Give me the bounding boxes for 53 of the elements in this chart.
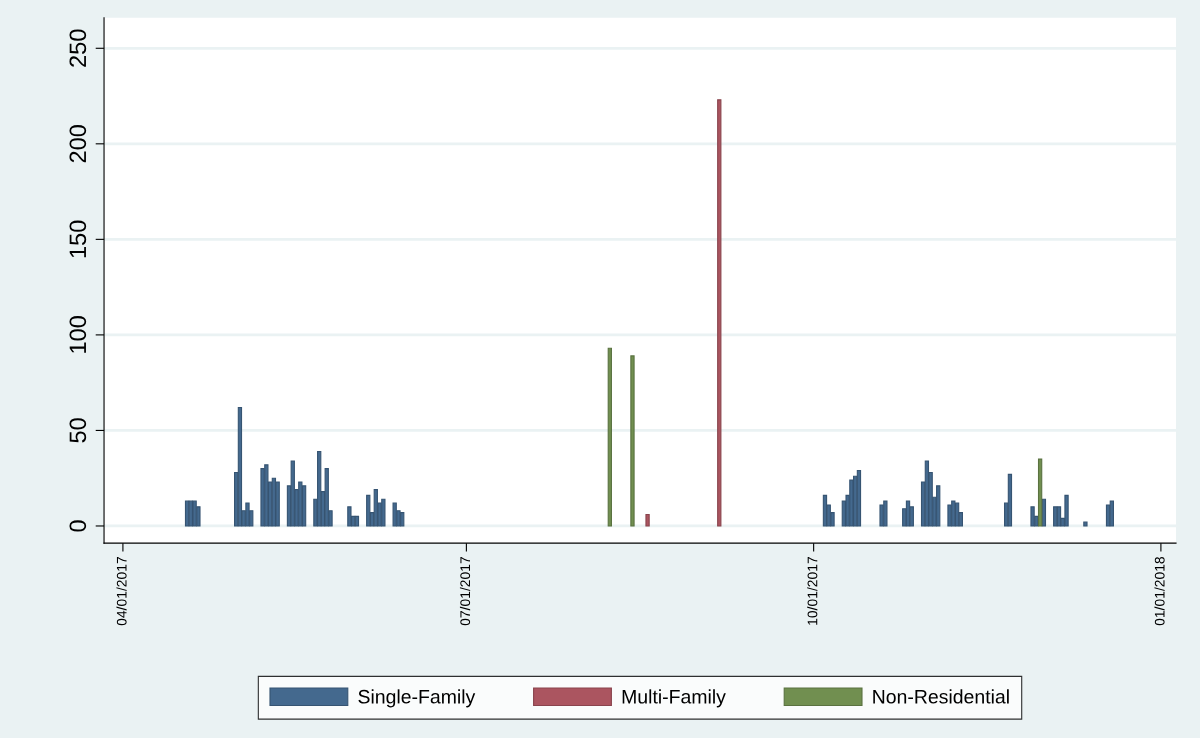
bar	[275, 481, 280, 527]
y-tick-label: 50	[69, 418, 87, 443]
bar	[1056, 506, 1062, 527]
bar	[298, 481, 303, 527]
bar	[1064, 494, 1069, 527]
bar	[1037, 458, 1043, 527]
bar	[366, 494, 371, 527]
x-tick-label: 04/01/2017	[116, 557, 127, 626]
bar	[936, 485, 941, 527]
bar	[381, 498, 386, 527]
bar	[347, 506, 352, 527]
bar	[1030, 506, 1035, 527]
y-tick-label: 200	[69, 125, 87, 163]
bar	[1109, 500, 1114, 527]
bar	[260, 468, 265, 527]
y-tick-label: 0	[69, 520, 87, 532]
bar	[951, 500, 956, 527]
bar	[717, 99, 722, 527]
bar	[905, 500, 911, 527]
bar	[392, 502, 397, 527]
bar	[607, 347, 612, 527]
bar	[192, 500, 197, 527]
bar	[324, 468, 329, 527]
bar	[184, 500, 190, 527]
bar	[883, 500, 888, 527]
y-tick-label: 150	[69, 220, 87, 258]
bar	[856, 470, 862, 527]
bar	[645, 513, 650, 527]
bar	[354, 515, 360, 527]
x-tick-label: 07/01/2017	[459, 557, 471, 626]
bar	[879, 504, 884, 527]
bar	[1041, 498, 1047, 527]
bar	[301, 485, 307, 527]
bar	[1083, 521, 1088, 527]
bar	[1105, 504, 1111, 527]
bar	[245, 502, 250, 527]
legend-label: Multi-Family	[622, 689, 726, 708]
bar	[237, 406, 243, 527]
y-tick-label: 250	[69, 29, 87, 67]
legend-label: Single-Family	[358, 689, 476, 708]
bar	[849, 479, 854, 527]
bar	[1053, 506, 1058, 527]
bar	[947, 504, 952, 527]
x-tick-label: 10/01/2017	[807, 557, 818, 625]
bar	[630, 355, 635, 527]
bar	[1007, 473, 1013, 527]
legend-label: Non-Residential	[873, 689, 1009, 704]
bar	[954, 502, 960, 527]
bar	[400, 512, 405, 527]
x-tick-label: 01/01/2018	[1154, 556, 1165, 626]
bar	[317, 450, 322, 527]
bar	[264, 464, 269, 527]
y-tick-label: 100	[69, 316, 87, 353]
